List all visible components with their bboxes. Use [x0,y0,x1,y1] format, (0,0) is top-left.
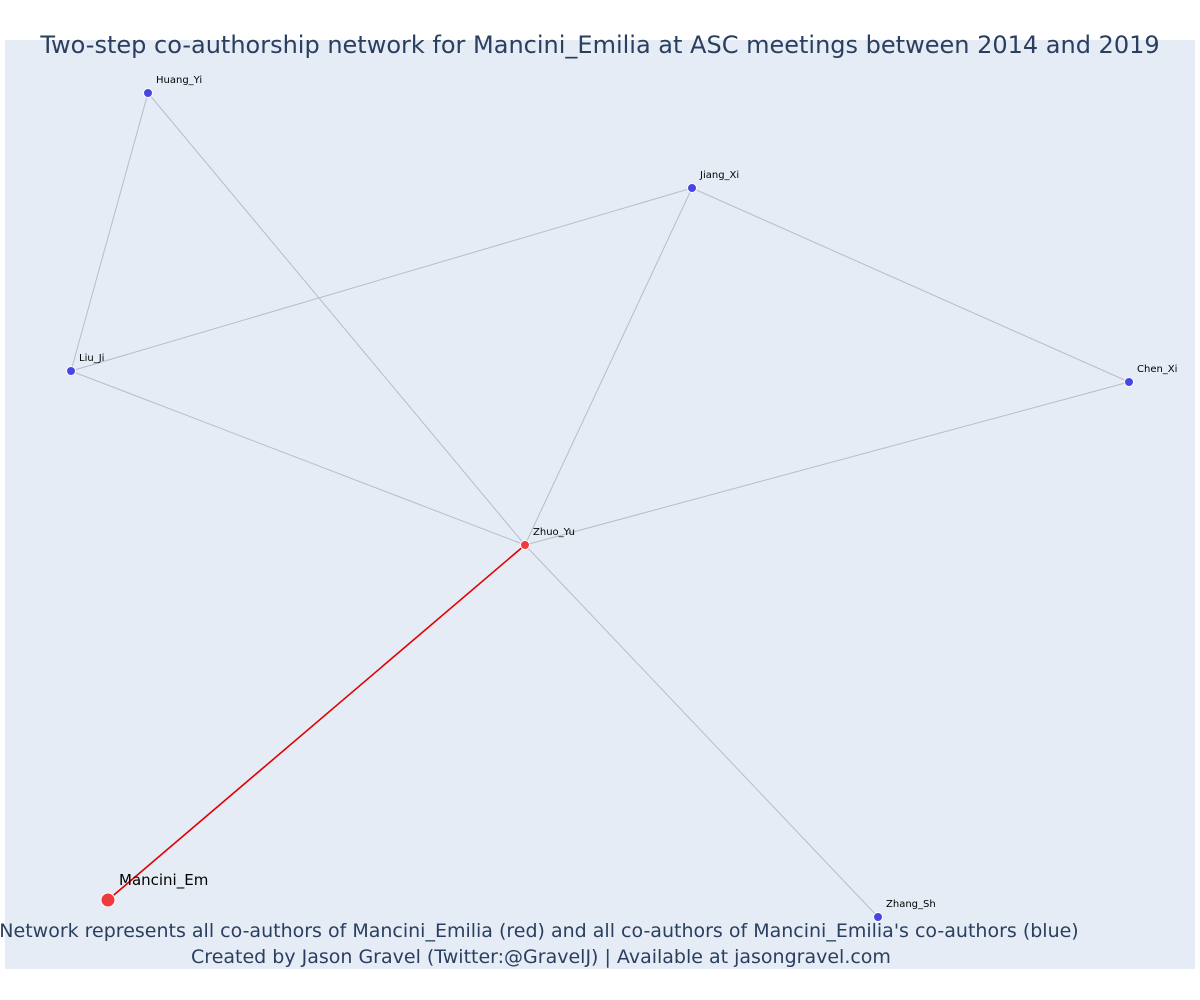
caption-line-1: Network represents all co-authors of Man… [0,920,1079,942]
node-label: Zhuo_Yu [533,527,575,538]
node-label: Jiang_Xi [699,170,739,181]
edge-zhuo-mancini [107,544,526,901]
caption-line-2: Created by Jason Gravel (Twitter:@Gravel… [191,946,891,968]
chart-title: Two-step co-authorship network for Manci… [39,31,1159,59]
node-jiang[interactable]: Jiang_Xi [687,170,740,193]
edge-huang-zhuo [147,92,526,546]
node-chen[interactable]: Chen_Xi [1124,364,1178,387]
node-marker[interactable] [687,183,697,193]
edge-jiang-zhuo [524,187,693,546]
node-label: Huang_Yi [156,75,202,86]
node-huang[interactable]: Huang_Yi [143,75,203,98]
node-zhuo[interactable]: Zhuo_Yu [520,527,575,550]
edge-zhuo-zhang [524,544,879,918]
edge-liu-jiang [70,187,693,372]
node-liu[interactable]: Liu_Ji [66,353,105,376]
plot-background [5,40,1195,969]
edge-layer [70,92,1130,918]
node-label: Liu_Ji [79,353,104,364]
node-mancini[interactable]: Mancini_Em [100,871,208,908]
edge-chen-zhuo [524,381,1130,546]
edge-jiang-chen [691,187,1130,383]
edge-liu-zhuo [70,370,526,546]
node-marker[interactable] [520,540,530,550]
node-zhang[interactable]: Zhang_Sh [873,899,936,922]
node-marker[interactable] [1124,377,1134,387]
node-marker[interactable] [66,366,76,376]
node-marker[interactable] [143,88,153,98]
node-marker[interactable] [100,892,116,908]
node-layer: Huang_Yi Jiang_Xi Liu_Ji Chen_Xi Zhuo_Yu Zhan… [66,75,1178,922]
node-marker[interactable] [873,912,883,922]
edge-huang-liu [70,92,149,372]
node-label: Chen_Xi [1137,364,1177,375]
node-label: Mancini_Em [119,871,208,890]
node-label: Zhang_Sh [886,899,936,910]
